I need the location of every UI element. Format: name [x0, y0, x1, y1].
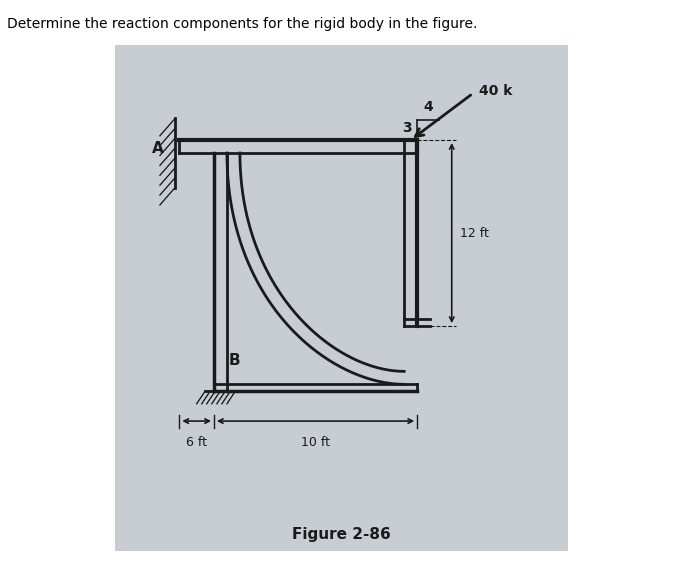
Text: A: A	[152, 141, 164, 156]
Text: 4: 4	[423, 101, 433, 114]
Text: 3: 3	[402, 120, 412, 134]
Text: 10 ft: 10 ft	[301, 436, 330, 449]
Text: B: B	[229, 353, 240, 368]
Text: 40 k: 40 k	[479, 84, 513, 98]
Text: 6 ft: 6 ft	[186, 436, 207, 449]
Text: Determine the reaction components for the rigid body in the figure.: Determine the reaction components for th…	[7, 17, 477, 31]
Text: 12 ft: 12 ft	[460, 226, 489, 239]
Text: Figure 2-86: Figure 2-86	[292, 527, 391, 542]
